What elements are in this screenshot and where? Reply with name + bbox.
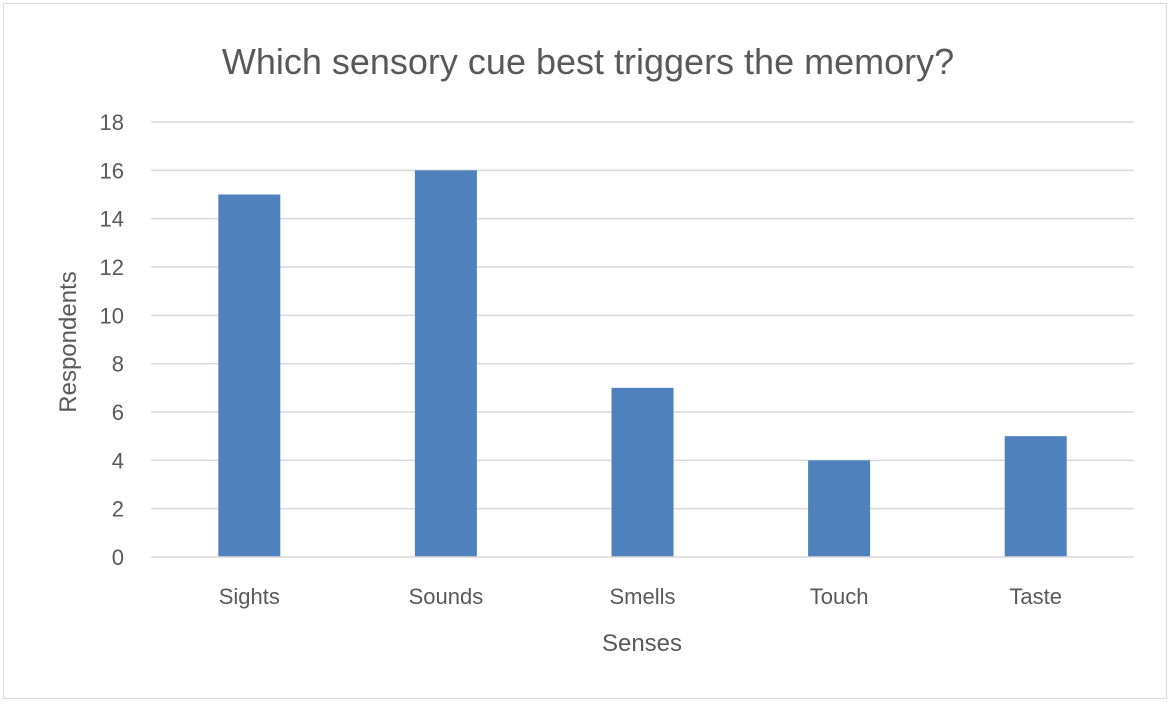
y-tick-label: 8 — [112, 352, 124, 377]
bar-sounds — [414, 170, 477, 558]
y-tick-label: 16 — [100, 158, 124, 183]
y-tick-label: 6 — [112, 400, 124, 425]
bar-taste — [1004, 436, 1067, 557]
y-tick-label: 10 — [100, 303, 124, 328]
y-tick-label: 14 — [100, 207, 124, 232]
bar-sights — [218, 194, 281, 557]
y-axis-ticks: 0 2 4 6 8 10 12 14 16 18 — [100, 110, 124, 570]
x-category-label: Sights — [219, 584, 280, 609]
bar-smells — [611, 387, 674, 557]
y-tick-label: 0 — [112, 545, 124, 570]
x-category-label: Taste — [1009, 584, 1062, 609]
y-axis-title: Respondents — [55, 271, 82, 412]
gridlines — [151, 121, 1134, 510]
y-tick-label: 18 — [100, 110, 124, 135]
chart-frame: Which sensory cue best triggers the memo… — [3, 3, 1167, 699]
x-category-label: Touch — [810, 584, 869, 609]
x-axis-categories: Sights Sounds Smells Touch Taste — [219, 584, 1062, 609]
chart-title: Which sensory cue best triggers the memo… — [222, 41, 954, 82]
bars — [218, 170, 1067, 558]
x-category-label: Sounds — [409, 584, 484, 609]
bar-chart: Which sensory cue best triggers the memo… — [55, 41, 1134, 657]
x-category-label: Smells — [609, 584, 675, 609]
y-tick-label: 2 — [112, 497, 124, 522]
y-tick-label: 12 — [100, 255, 124, 280]
x-axis-title: Senses — [602, 630, 682, 657]
y-tick-label: 4 — [112, 448, 124, 473]
bar-touch — [808, 460, 871, 557]
